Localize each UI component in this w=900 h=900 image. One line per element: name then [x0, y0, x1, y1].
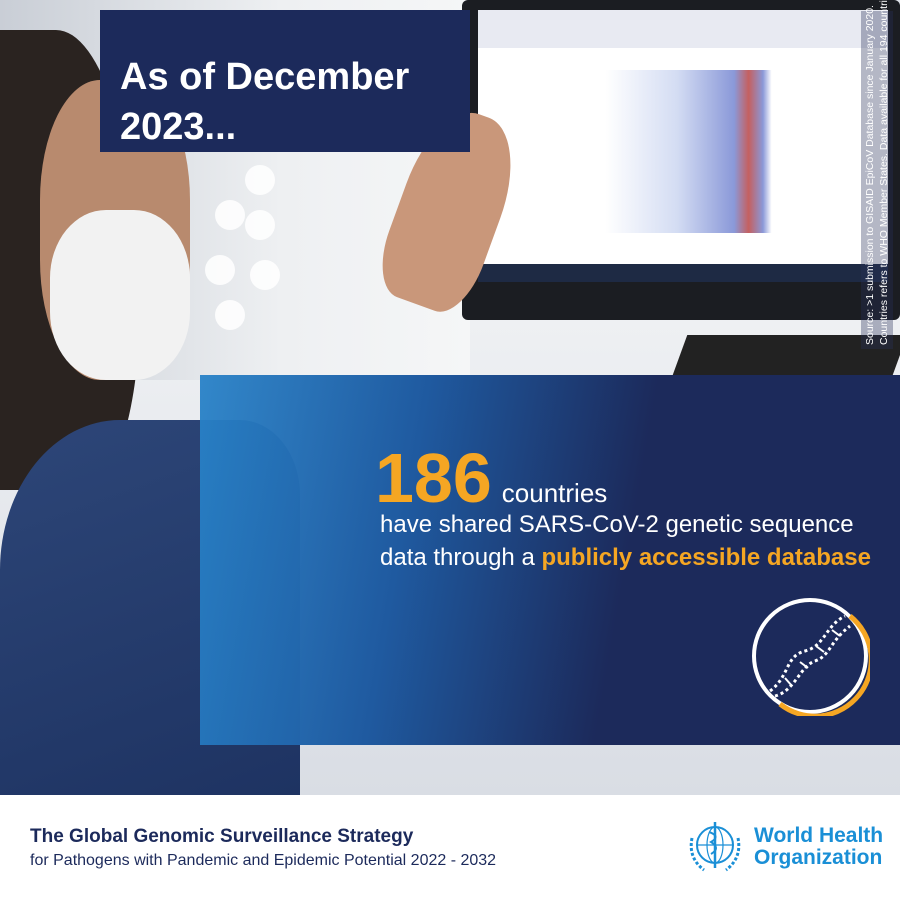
who-emblem-icon [689, 822, 741, 872]
stat-unit: countries [501, 478, 608, 508]
footer-subtitle: for Pathogens with Pandemic and Epidemic… [30, 852, 497, 869]
stat-headline: 186 countries [375, 438, 607, 518]
source-note: Source: >1 submission to GISAID EpiCoV D… [861, 0, 893, 349]
headline-box [100, 10, 470, 152]
stat-description: have shared SARS-CoV-2 genetic sequence … [380, 508, 900, 574]
footer [0, 795, 900, 900]
who-logo-line-2: Organization [754, 846, 883, 869]
source-line-2: Countries refers to WHO Member States. D… [878, 0, 890, 345]
headline: As of December 2023... [120, 56, 410, 148]
stat-description-text: have shared SARS-CoV-2 genetic sequence … [380, 511, 854, 571]
monitor-screen [478, 10, 888, 282]
who-logo-line-1: World Health [754, 824, 884, 847]
dna-icon [752, 598, 870, 716]
stat-number: 186 [375, 439, 492, 517]
face-mask [50, 210, 190, 380]
stat-description-highlight: publicly accessible database [541, 544, 871, 571]
footer-title: The Global Genomic Surveillance Strategy [30, 826, 414, 847]
stat-panel [200, 375, 900, 745]
who-logo: World Health Organization [684, 818, 883, 876]
source-line-1: Source: >1 submission to GISAID EpiCoV D… [864, 5, 876, 345]
